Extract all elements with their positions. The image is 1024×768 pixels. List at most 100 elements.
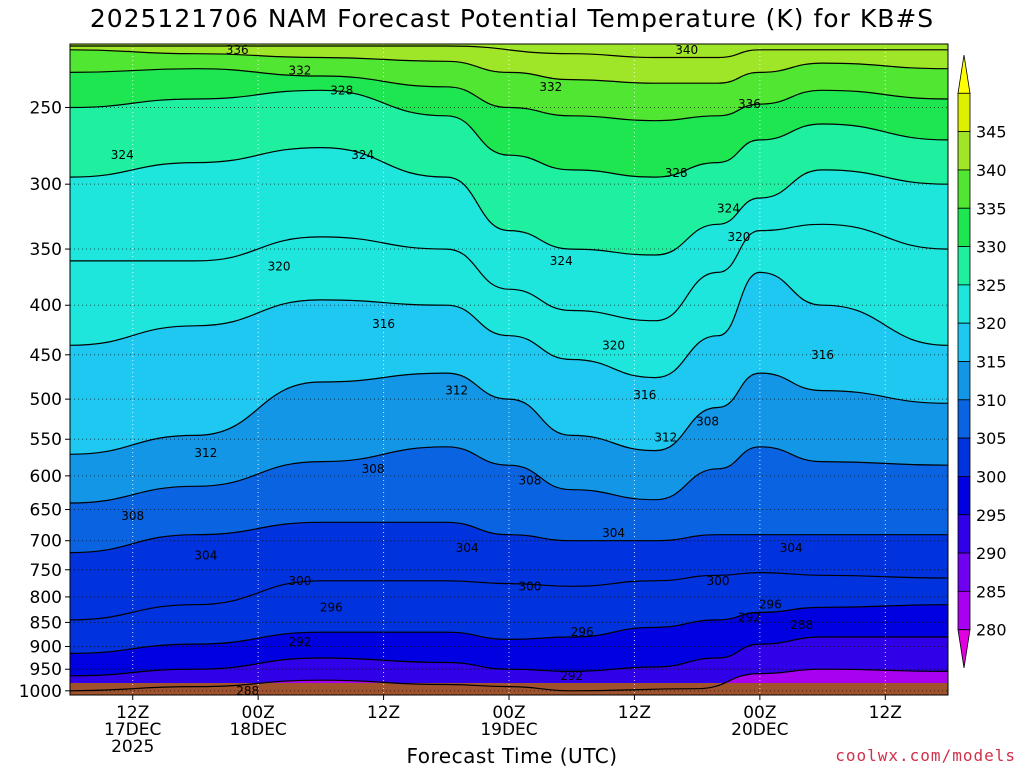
colorbar-label: 305 xyxy=(976,429,1007,448)
y-tick-label: 550 xyxy=(30,430,62,450)
contour-label: 316 xyxy=(372,317,395,331)
y-tick-label: 900 xyxy=(30,637,62,657)
site-credit: coolwx.com/models xyxy=(835,746,1016,765)
contour-label: 296 xyxy=(320,600,343,614)
contour-316 xyxy=(70,271,948,379)
contour-label: 328 xyxy=(330,83,353,97)
contour-label: 312 xyxy=(445,384,468,398)
contour-label: 312 xyxy=(654,431,677,445)
chart-title: 2025121706 NAM Forecast Potential Temper… xyxy=(89,4,935,33)
y-tick-label: 450 xyxy=(30,346,62,366)
contour-label: 332 xyxy=(539,80,562,94)
contour-312 xyxy=(70,372,948,455)
y-tick-label: 750 xyxy=(30,561,62,581)
contour-label: 324 xyxy=(351,148,374,162)
colorbar-segment xyxy=(957,590,971,631)
y-tick-label: 700 xyxy=(30,532,62,552)
contour-label: 324 xyxy=(550,254,573,268)
contour-label: 316 xyxy=(811,348,834,362)
colorbar-segment xyxy=(957,514,971,554)
x-tick-label: 2025 xyxy=(111,737,154,757)
contour-label: 324 xyxy=(111,148,134,162)
colorbar-segment xyxy=(957,284,971,324)
colorbar-label: 295 xyxy=(976,506,1007,525)
x-tick-label: 12Z xyxy=(367,703,400,723)
y-tick-label: 350 xyxy=(30,240,62,260)
x-tick-label: 17DEC xyxy=(104,720,161,740)
contour-label: 324 xyxy=(717,202,740,216)
contour-label: 308 xyxy=(362,462,385,476)
colorbar-label: 330 xyxy=(976,238,1007,257)
contour-label: 320 xyxy=(602,338,625,352)
contour-label: 300 xyxy=(518,579,541,593)
colorbar-label: 315 xyxy=(976,353,1007,372)
contour-label: 332 xyxy=(288,64,311,78)
contour-labels: 336 340 332 328 332 336 324 324 328 324 320 324 320 3… xyxy=(111,43,834,698)
colorbar-label: 285 xyxy=(976,582,1007,601)
y-tick-label: 650 xyxy=(30,501,62,521)
potential-temperature-fill xyxy=(70,44,948,695)
contour-296 xyxy=(70,604,948,655)
y-tick-label: 850 xyxy=(30,613,62,633)
colorbar-label: 280 xyxy=(976,621,1007,640)
contour-label: 304 xyxy=(780,541,803,555)
colorbar-label: 335 xyxy=(976,199,1007,218)
colorbar: 280 285 290 295 300 305 310 315 320 325 330 335 340 3… xyxy=(957,54,1007,669)
contour-336 xyxy=(70,49,948,84)
contour-label: 304 xyxy=(602,526,625,540)
y-tick-label: 400 xyxy=(30,296,62,316)
colorbar-segment xyxy=(957,322,971,362)
colorbar-segment xyxy=(957,207,971,247)
colorbar-label: 300 xyxy=(976,467,1007,486)
contour-label: 312 xyxy=(194,446,217,460)
contour-label: 316 xyxy=(633,388,656,402)
contour-320 xyxy=(70,223,948,322)
y-tick-label: 1000 xyxy=(19,682,62,702)
x-tick-label: 20DEC xyxy=(731,720,788,740)
grid xyxy=(70,44,948,695)
colorbar-top-triangle xyxy=(957,54,971,94)
y-tick-label: 600 xyxy=(30,467,62,487)
contour-label: 308 xyxy=(121,509,144,523)
y-tick-label: 800 xyxy=(30,588,62,608)
contour-304 xyxy=(70,521,948,554)
contour-label: 304 xyxy=(456,541,479,555)
contour-label: 328 xyxy=(665,166,688,180)
contour-label: 340 xyxy=(675,43,698,57)
colorbar-label: 345 xyxy=(976,123,1007,142)
contour-label: 320 xyxy=(268,260,291,274)
contour-label: 304 xyxy=(194,548,217,562)
x-tick-label: 12Z xyxy=(116,703,149,723)
fill-band-340 xyxy=(70,44,948,58)
colorbar-segment xyxy=(957,92,971,133)
colorbar-label: 290 xyxy=(976,544,1007,563)
x-axis-label: Forecast Time (UTC) xyxy=(406,744,618,768)
contour-label: 308 xyxy=(518,474,541,488)
contour-label: 300 xyxy=(707,574,730,588)
colorbar-segment xyxy=(957,169,971,209)
contour-label: 320 xyxy=(727,230,750,244)
y-tick-label: 950 xyxy=(30,660,62,680)
contour-label: 288 xyxy=(790,618,813,632)
contour-340 xyxy=(70,45,948,59)
colorbar-segment xyxy=(957,131,971,171)
colorbar-label: 310 xyxy=(976,391,1007,410)
contour-308 xyxy=(70,446,948,504)
contour-label: 292 xyxy=(288,635,311,649)
y-tick-label: 500 xyxy=(30,390,62,410)
colorbar-bottom-triangle xyxy=(957,629,971,669)
colorbar-label: 340 xyxy=(976,161,1007,180)
contour-label: 296 xyxy=(759,598,782,612)
colorbar-segment xyxy=(957,399,971,439)
colorbar-label: 320 xyxy=(976,314,1007,333)
x-tick-label: 00Z xyxy=(743,703,776,723)
contour-label: 300 xyxy=(288,574,311,588)
colorbar-segment xyxy=(957,476,971,516)
contour-324 xyxy=(70,146,948,256)
x-tick-label: 18DEC xyxy=(229,720,286,740)
colorbar-segment xyxy=(957,437,971,477)
colorbar-segment xyxy=(957,246,971,286)
contour-label: 288 xyxy=(236,684,259,698)
x-tick-label: 00Z xyxy=(242,703,275,723)
